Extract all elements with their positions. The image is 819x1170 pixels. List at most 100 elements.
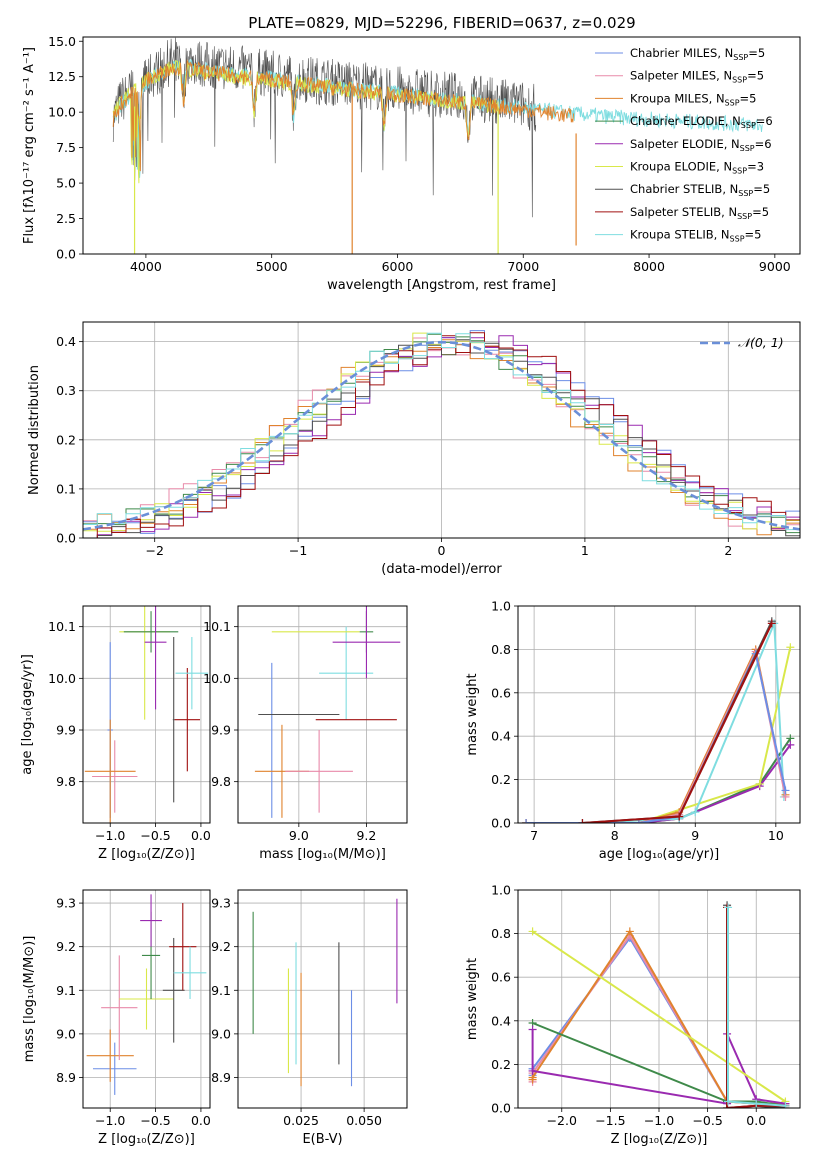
mass_weight_age-xtick-label: 10: [768, 828, 784, 843]
mass_weight_age-ylabel: mass weight: [465, 673, 480, 755]
mass_vs_ebv-plot-area: [252, 898, 398, 1087]
mass_weight_age-xtick-label: 9: [691, 828, 699, 843]
mass_weight_age-marker-ke: [786, 643, 795, 652]
age_vs_z-plot-area: [84, 606, 209, 823]
mass_weight_z-ytick-label: 0.8: [491, 926, 511, 941]
residuals-ytick-label: 0.0: [56, 531, 76, 546]
mass_vs_z-ytick-label: 8.9: [56, 1070, 76, 1085]
spectrum-xtick-label: 9000: [759, 259, 791, 274]
mass_weight_age-ytick-label: 0.0: [491, 816, 511, 831]
residuals-xtick-label: 2: [724, 543, 732, 558]
age_vs_z-xtick-label: −0.5: [140, 828, 170, 843]
mass_weight_age-series-se: [526, 744, 792, 823]
age_vs_mass-xlabel: mass [log₁₀(M/M⊙)]: [259, 847, 386, 862]
age_vs_z-ytick-label: 9.9: [56, 723, 76, 738]
mass_weight_z-ylabel: mass weight: [465, 958, 480, 1040]
spectrum-ylabel: Flux [fλ10⁻¹⁷ erg cm⁻² s⁻¹ A⁻¹]: [22, 47, 37, 244]
mass_vs_ebv-ytick-label: 8.9: [211, 1070, 231, 1085]
mass_weight_age-axes-frame: [517, 605, 801, 824]
spectrum-ytick-label: 2.5: [56, 211, 76, 226]
spectrum-ytick-label: 12.5: [48, 69, 76, 84]
mass_weight_age-marker-ke: [755, 779, 764, 788]
mass_weight_age-marker-cm: [781, 786, 790, 795]
mass_weight_z-axes-frame: [517, 889, 801, 1109]
age_vs_mass-ytick-label: 10.1: [203, 619, 231, 634]
mass_weight_z-marker-km: [625, 927, 634, 936]
age_vs_z-ytick-label: 10.0: [48, 671, 76, 686]
residuals-ytick-label: 0.4: [56, 334, 76, 349]
mass_weight_age-series-cm: [526, 650, 787, 823]
mass_weight_z-series-ce: [532, 1022, 786, 1107]
age_vs_z-ylabel: age [log₁₀(age/yr)]: [20, 654, 35, 775]
mass_vs_ebv-axes-frame: [237, 889, 408, 1109]
residuals-ylabel: Normed distribution: [27, 365, 42, 495]
mass_weight_z-ytick-label: 0.2: [491, 1057, 511, 1072]
residuals-xtick-label: −1: [289, 543, 307, 558]
mass_weight_z-plot-area: [528, 901, 790, 1108]
mass_vs_ebv-ytick-label: 9.2: [211, 939, 231, 954]
mass_vs_z-xtick-label: 0.0: [191, 1113, 211, 1128]
mass_vs_ebv-xtick-label: 0.050: [346, 1113, 382, 1128]
mass_weight_age-series-ke: [526, 646, 792, 823]
residuals-plot-area: [83, 330, 800, 538]
spectrum-ytick-label: 5.0: [56, 176, 76, 191]
mass_weight_z-xtick-label: −1.0: [644, 1113, 674, 1128]
mass_weight_z-ytick-label: 0.4: [491, 1013, 511, 1028]
age_vs_mass-plot-area: [254, 606, 401, 818]
mass_weight_z-ytick-label: 0.6: [491, 970, 511, 985]
mass_vs_z-ytick-label: 9.1: [56, 983, 76, 998]
mass_weight_age-ytick-label: 0.2: [491, 772, 511, 787]
age_vs_z-ytick-label: 10.1: [48, 619, 76, 634]
mass_weight_age-marker-ss: [578, 819, 587, 823]
residuals-xtick-label: 0: [438, 543, 446, 558]
mass_weight_z-marker-se: [528, 1066, 537, 1075]
mass-vs-metallicity-panel: −1.0 −0.5 0.0 8.9 9.0 9.1 9.2 9.3 Z [log₁₀(Z/Z⊙)…: [22, 889, 211, 1147]
mass_weight_age-marker-ss: [767, 619, 776, 628]
age_vs_z-xlabel: Z [log₁₀(Z/Z⊙)]: [98, 847, 195, 862]
residuals-xtick-label: −2: [145, 543, 163, 558]
spectrum-xtick-label: 7000: [507, 259, 539, 274]
mass_weight_z-series-ks: [727, 907, 786, 1107]
mass_vs_ebv-ytick-label: 9.1: [211, 983, 231, 998]
mass_weight_age-xlabel: age [log₁₀(age/yr)]: [599, 847, 720, 862]
mass_weight_age-ytick-label: 0.8: [491, 642, 511, 657]
spectrum-series-km: [112, 59, 575, 172]
mass_weight_z-ytick-label: 0.0: [491, 1101, 511, 1116]
mass_weight_z-marker-ks: [724, 903, 733, 912]
age_vs_mass-xtick-label: 9.0: [289, 828, 309, 843]
mass_weight_z-marker-ke: [528, 927, 537, 936]
mass_vs_z-plot-area: [86, 894, 207, 1095]
mass_weight_z-xtick-label: −2.0: [547, 1113, 577, 1128]
mass_weight_z-xtick-label: −0.5: [692, 1113, 722, 1128]
spectrum-ytick-label: 10.0: [48, 105, 76, 120]
age_vs_mass-ytick-label: 10.0: [203, 671, 231, 686]
legend-entry-ss: Salpeter STELIB, NSSP=5: [630, 205, 769, 221]
legend-entry-ce: Chabrier ELODIE, NSSP=6: [630, 114, 773, 130]
spectrum-xtick-label: 4000: [130, 259, 162, 274]
mass_vs_z-xlabel: Z [log₁₀(Z/Z⊙)]: [98, 1132, 195, 1147]
legend-entry-cs: Chabrier STELIB, NSSP=5: [630, 182, 770, 198]
residuals-xlabel: (data-model)/error: [381, 562, 502, 577]
age_vs_z-ytick-label: 9.8: [56, 774, 76, 789]
residuals-histogram-cs: [83, 339, 800, 538]
age_vs_mass-ytick-label: 9.9: [211, 723, 231, 738]
mass_weight_age-marker-cm: [634, 819, 643, 823]
spectrum-panel: 4000 5000 6000 7000 8000 9000 0.0 2.5 5.0 7.5 10.0…: [22, 34, 801, 293]
residuals-ytick-label: 0.1: [56, 481, 76, 496]
mass_weight_z-xtick-label: 0.0: [746, 1113, 766, 1128]
mass_weight_z-marker-ss: [723, 1104, 732, 1108]
mass_weight_age-xtick-label: 8: [611, 828, 619, 843]
mass_vs_ebv-xtick-label: 0.025: [283, 1113, 319, 1128]
mass_weight_age-plot-area: [522, 617, 795, 823]
mass-weight-vs-metallicity-panel: −2.0 −1.5 −1.0 −0.5 0.0 0.0 0.2 0.4 0.6 0.8 1.0 Z […: [465, 883, 801, 1147]
mass_vs_z-ytick-label: 9.3: [56, 896, 76, 911]
spectrum-ytick-label: 7.5: [56, 140, 76, 155]
mass_weight_age-ytick-label: 0.6: [491, 685, 511, 700]
residuals-histogram-ks: [83, 332, 800, 531]
mass_vs_ebv-ytick-label: 9.0: [211, 1026, 231, 1041]
mass_vs_z-ylabel: mass [log₁₀(M/M⊙)]: [22, 936, 37, 1063]
mass_weight_age-ytick-label: 0.4: [491, 729, 511, 744]
mass_vs_z-xtick-label: −0.5: [140, 1113, 170, 1128]
spectrum-ytick-label: 15.0: [48, 34, 76, 49]
